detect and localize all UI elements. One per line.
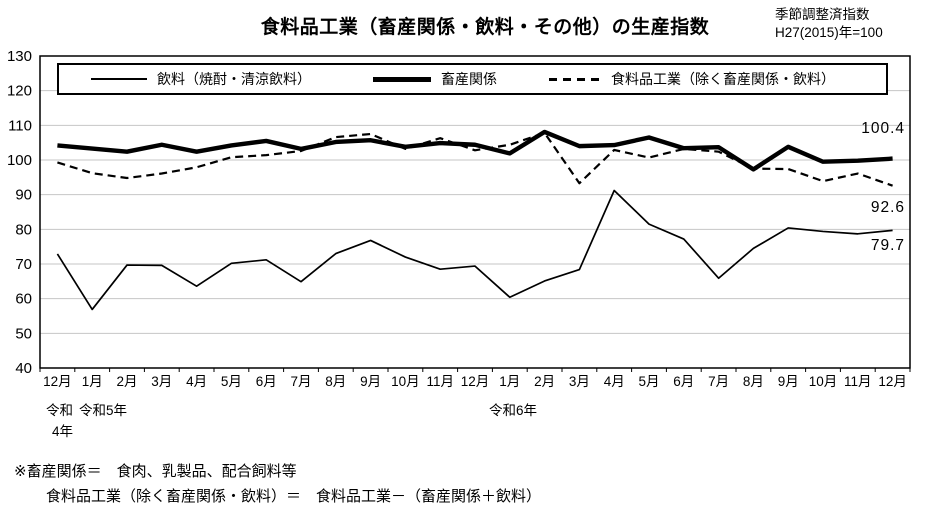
x-tick-label-3: 3月 bbox=[151, 374, 172, 389]
x-tick-label-18: 6月 bbox=[673, 374, 694, 389]
x-tick-label-8: 8月 bbox=[325, 374, 346, 389]
x-tick-label-21: 9月 bbox=[778, 374, 799, 389]
legend-item-livestock: 畜産関係 bbox=[373, 69, 497, 89]
thin-line-icon bbox=[91, 78, 147, 80]
x-tick-label-19: 7月 bbox=[708, 374, 729, 389]
y-tick-label-60: 60 bbox=[15, 291, 32, 308]
x-tick-label-12: 12月 bbox=[461, 374, 490, 389]
y-tick-label-40: 40 bbox=[15, 360, 32, 377]
x-tick-label-7: 7月 bbox=[290, 374, 311, 389]
x-tick-label-23: 11月 bbox=[844, 374, 872, 389]
footnote-line2: 食料品工業（除く畜産関係・飲料）＝ 食料品工業－（畜産関係＋飲料） bbox=[46, 488, 542, 505]
y-tick-label-100: 100 bbox=[7, 152, 32, 169]
y-tick-label-130: 130 bbox=[7, 48, 32, 65]
x-tick-label-16: 4月 bbox=[604, 374, 625, 389]
x-tick-label-1: 1月 bbox=[82, 374, 103, 389]
y-tick-label-80: 80 bbox=[15, 221, 32, 238]
x-tick-label-15: 3月 bbox=[569, 374, 590, 389]
x-tick-label-4: 4月 bbox=[186, 374, 207, 389]
x-tick-label-24: 12月 bbox=[878, 374, 907, 389]
x-tick-label-0: 12月 bbox=[43, 374, 72, 389]
x-tick-label-20: 8月 bbox=[743, 374, 764, 389]
legend-item-beverage: 飲料（焼酎・清涼飲料） bbox=[91, 69, 311, 89]
y-tick-label-120: 120 bbox=[7, 83, 32, 100]
y-tick-label-50: 50 bbox=[15, 325, 32, 342]
era-label-reiwa6: 令和6年 bbox=[489, 403, 538, 418]
legend-label-beverage: 飲料（焼酎・清涼飲料） bbox=[157, 71, 311, 87]
x-tick-label-17: 5月 bbox=[638, 374, 659, 389]
x-tick-label-9: 9月 bbox=[360, 374, 381, 389]
x-tick-label-13: 1月 bbox=[499, 374, 520, 389]
x-tick-label-2: 2月 bbox=[116, 374, 137, 389]
x-tick-label-22: 10月 bbox=[809, 374, 838, 389]
plot-frame bbox=[39, 55, 911, 369]
era-label-reiwa4-line1: 令和 bbox=[46, 403, 73, 418]
x-tick-label-14: 2月 bbox=[534, 374, 555, 389]
x-tick-label-11: 11月 bbox=[426, 374, 454, 389]
footnote-line1: ※畜産関係＝ 食肉、乳製品、配合飼料等 bbox=[14, 463, 297, 480]
y-tick-label-90: 90 bbox=[15, 187, 32, 204]
y-tick-label-110: 110 bbox=[8, 117, 32, 134]
chart-legend: 飲料（焼酎・清涼飲料） 畜産関係 食料品工業（除く畜産関係・飲料） bbox=[57, 63, 888, 95]
x-tick-label-10: 10月 bbox=[391, 374, 420, 389]
subtitle-line1: 季節調整済指数 bbox=[775, 7, 870, 22]
chart-subtitle: 季節調整済指数 H27(2015)年=100 bbox=[775, 6, 930, 42]
chart-title: 食料品工業（畜産関係・飲料・その他）の生産指数 bbox=[260, 17, 710, 38]
subtitle-line2: H27(2015)年=100 bbox=[775, 25, 883, 40]
legend-item-food-industry: 食料品工業（除く畜産関係・飲料） bbox=[549, 69, 835, 89]
end-label-beverage: 79.7 bbox=[870, 237, 905, 254]
dashed-line-icon bbox=[549, 77, 601, 81]
end-label-food-industry: 92.6 bbox=[870, 199, 905, 216]
thick-line-icon bbox=[373, 76, 431, 82]
y-tick-label-70: 70 bbox=[15, 256, 32, 273]
legend-label-food-industry: 食料品工業（除く畜産関係・飲料） bbox=[611, 71, 835, 87]
series-line-0 bbox=[56, 189, 893, 311]
series-line-2 bbox=[57, 131, 893, 187]
era-label-reiwa5: 令和5年 bbox=[79, 403, 128, 418]
end-label-livestock: 100.4 bbox=[861, 120, 905, 137]
x-tick-label-6: 6月 bbox=[256, 374, 277, 389]
era-label-reiwa4-line2: 4年 bbox=[52, 424, 74, 439]
legend-label-livestock: 畜産関係 bbox=[441, 71, 497, 87]
x-tick-label-5: 5月 bbox=[221, 374, 242, 389]
